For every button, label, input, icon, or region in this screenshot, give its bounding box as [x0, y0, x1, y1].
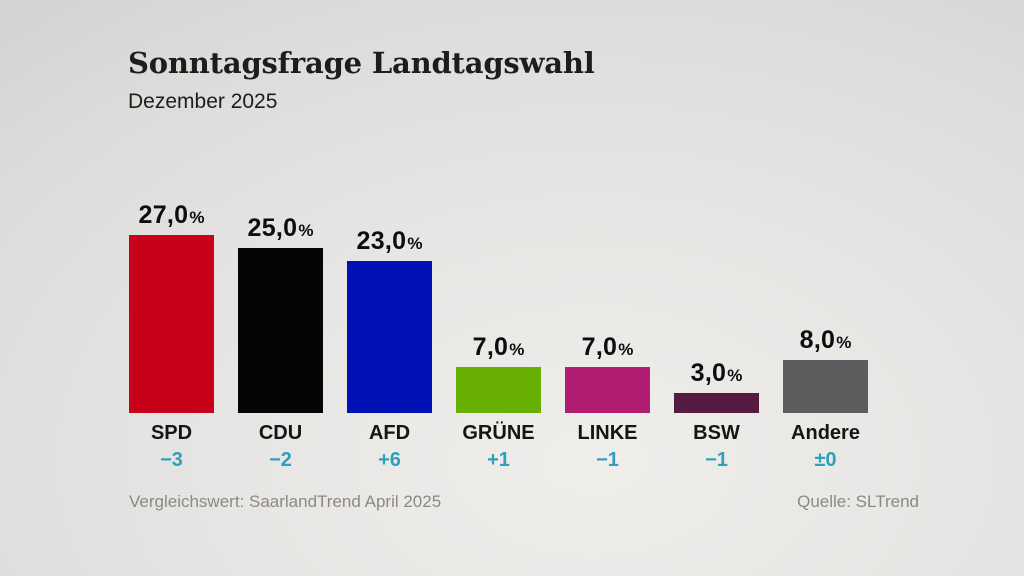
- change-label: −3: [160, 449, 183, 471]
- bar-group: 7,0 % GRÜNE +1: [456, 0, 541, 471]
- value-label: 25,0 %: [248, 214, 314, 243]
- bar: [129, 234, 214, 413]
- bar-chart: 27,0 % SPD −3 25,0 % CDU −2 23,0 % AFD +…: [129, 0, 870, 471]
- party-label: Andere: [791, 422, 860, 444]
- value-number: 7,0: [581, 332, 618, 361]
- bar: [347, 261, 432, 413]
- party-label: SPD: [150, 422, 193, 444]
- bar-group: 25,0 % CDU −2: [238, 0, 323, 471]
- change-label: −2: [269, 449, 292, 471]
- bar: [456, 366, 541, 413]
- comparison-note: Vergleichswert: SaarlandTrend April 2025: [129, 492, 442, 511]
- bar: [238, 248, 323, 413]
- labels-below: GRÜNE +1: [434, 422, 564, 472]
- value-number: 27,0: [138, 200, 189, 229]
- labels-below: LINKE −1: [543, 422, 673, 472]
- value-label: 27,0 %: [139, 201, 205, 230]
- labels-below: AFD +6: [325, 422, 455, 472]
- percent-sign: %: [509, 339, 525, 359]
- value-number: 8,0: [799, 326, 836, 355]
- change-label: +1: [487, 449, 510, 471]
- party-label: LINKE: [577, 422, 638, 444]
- bar: [565, 366, 650, 413]
- value-label: 8,0 %: [800, 326, 852, 355]
- labels-below: Andere ±0: [761, 422, 891, 472]
- percent-sign: %: [298, 221, 314, 240]
- bar: [674, 393, 759, 413]
- labels-below: CDU −2: [216, 422, 346, 472]
- change-label: +6: [378, 449, 401, 471]
- page-title: Sonntagsfrage Landtagswahl: [128, 46, 595, 80]
- source-note: Quelle: SLTrend: [797, 492, 919, 511]
- percent-sign: %: [836, 333, 852, 353]
- bar-group: 7,0 % LINKE −1: [565, 0, 650, 471]
- value-number: 23,0: [356, 227, 407, 256]
- chart-header: Sonntagsfrage Landtagswahl Dezember 2025: [128, 46, 595, 114]
- value-label: 23,0 %: [357, 227, 423, 256]
- percent-sign: %: [727, 366, 743, 386]
- page-subtitle: Dezember 2025: [128, 90, 278, 113]
- value-label: 7,0 %: [582, 333, 634, 362]
- change-label: ±0: [814, 449, 837, 471]
- percent-sign: %: [407, 234, 423, 254]
- value-number: 3,0: [690, 359, 727, 388]
- value-number: 25,0: [247, 214, 298, 242]
- bar-group: 3,0 % BSW −1: [674, 0, 759, 471]
- labels-below: BSW −1: [652, 422, 782, 472]
- value-label: 7,0 %: [473, 333, 525, 362]
- value-number: 7,0: [472, 332, 509, 361]
- labels-below: SPD −3: [107, 422, 237, 472]
- chart-footer: Vergleichswert: SaarlandTrend April 2025…: [129, 492, 919, 512]
- percent-sign: %: [189, 207, 205, 227]
- percent-sign: %: [618, 339, 634, 359]
- party-label: AFD: [368, 422, 411, 444]
- party-label: CDU: [258, 422, 303, 444]
- bar-group: 27,0 % SPD −3: [129, 0, 214, 471]
- bar-group: 23,0 % AFD +6: [347, 0, 432, 471]
- value-label: 3,0 %: [691, 359, 743, 388]
- bar-group: 8,0 % Andere ±0: [783, 0, 868, 471]
- change-label: −1: [596, 449, 619, 471]
- party-label: BSW: [693, 422, 740, 444]
- party-label: GRÜNE: [462, 422, 535, 444]
- bar: [783, 360, 868, 413]
- change-label: −1: [705, 449, 728, 471]
